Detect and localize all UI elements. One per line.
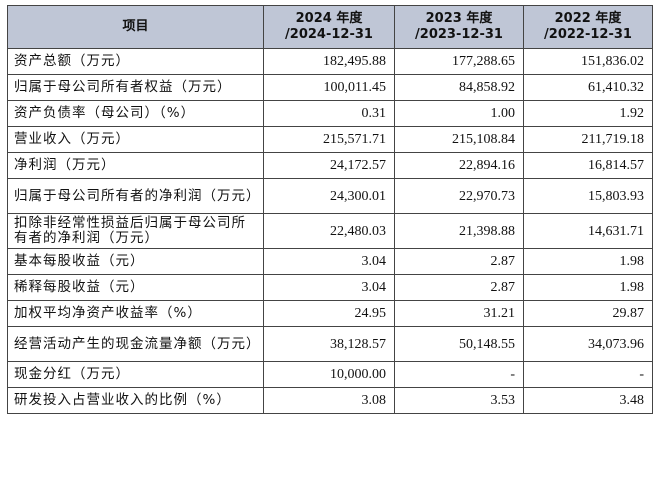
cell-2023: 21,398.88 — [394, 213, 524, 249]
cell-2022: 34,073.96 — [523, 326, 653, 362]
cell-2024: 24.95 — [263, 300, 395, 327]
cell-2024: 3.08 — [263, 387, 395, 414]
row-label: 资产负债率（母公司）（%） — [7, 100, 264, 127]
cell-2024: 3.04 — [263, 248, 395, 275]
header-2022-date: /2022-12-31 — [544, 27, 632, 42]
cell-2023: 2.87 — [394, 274, 524, 301]
cell-2023: 50,148.55 — [394, 326, 524, 362]
table-row: 经营活动产生的现金流量净额（万元） 38,128.57 50,148.55 34… — [7, 326, 653, 362]
cell-2024: 100,011.45 — [263, 74, 395, 101]
header-2024: 2024 年度 /2024-12-31 — [263, 5, 395, 49]
table-row: 加权平均净资产收益率（%） 24.95 31.21 29.87 — [7, 300, 653, 327]
cell-2023: 22,894.16 — [394, 152, 524, 179]
table-header: 项目 2024 年度 /2024-12-31 2023 年度 /2023-12-… — [7, 5, 653, 49]
header-row: 项目 2024 年度 /2024-12-31 2023 年度 /2023-12-… — [7, 5, 653, 49]
cell-2024: 10,000.00 — [263, 361, 395, 388]
cell-2022: 16,814.57 — [523, 152, 653, 179]
cell-2024: 182,495.88 — [263, 48, 395, 75]
table-row: 扣除非经常性损益后归属于母公司所有者的净利润（万元） 22,480.03 21,… — [7, 213, 653, 249]
header-item-label: 项目 — [122, 19, 149, 34]
row-label: 加权平均净资产收益率（%） — [7, 300, 264, 327]
cell-2023: 2.87 — [394, 248, 524, 275]
cell-2022: 1.92 — [523, 100, 653, 127]
row-label: 营业收入（万元） — [7, 126, 264, 153]
cell-2024: 215,571.71 — [263, 126, 395, 153]
cell-2024: 24,300.01 — [263, 178, 395, 214]
row-label: 资产总额（万元） — [7, 48, 264, 75]
cell-2022: 1.98 — [523, 248, 653, 275]
financial-summary-table: 项目 2024 年度 /2024-12-31 2023 年度 /2023-12-… — [7, 5, 653, 414]
table-row: 资产总额（万元） 182,495.88 177,288.65 151,836.0… — [7, 48, 653, 75]
header-2024-year: 2024 年度 — [295, 11, 363, 26]
cell-2022: - — [523, 361, 653, 388]
cell-2023: 31.21 — [394, 300, 524, 327]
cell-2022: 29.87 — [523, 300, 653, 327]
table-row: 归属于母公司所有者权益（万元） 100,011.45 84,858.92 61,… — [7, 74, 653, 101]
table-row: 基本每股收益（元） 3.04 2.87 1.98 — [7, 248, 653, 275]
row-label: 归属于母公司所有者的净利润（万元） — [7, 178, 264, 214]
table-row: 资产负债率（母公司）（%） 0.31 1.00 1.92 — [7, 100, 653, 127]
table-row: 稀释每股收益（元） 3.04 2.87 1.98 — [7, 274, 653, 301]
header-2022: 2022 年度 /2022-12-31 — [523, 5, 653, 49]
cell-2022: 3.48 — [523, 387, 653, 414]
cell-2023: 1.00 — [394, 100, 524, 127]
header-2023: 2023 年度 /2023-12-31 — [394, 5, 524, 49]
cell-2024: 24,172.57 — [263, 152, 395, 179]
table-row: 净利润（万元） 24,172.57 22,894.16 16,814.57 — [7, 152, 653, 179]
table-row: 营业收入（万元） 215,571.71 215,108.84 211,719.1… — [7, 126, 653, 153]
cell-2023: 84,858.92 — [394, 74, 524, 101]
row-label: 稀释每股收益（元） — [7, 274, 264, 301]
table-row: 归属于母公司所有者的净利润（万元） 24,300.01 22,970.73 15… — [7, 178, 653, 214]
cell-2022: 211,719.18 — [523, 126, 653, 153]
cell-2022: 61,410.32 — [523, 74, 653, 101]
cell-2022: 15,803.93 — [523, 178, 653, 214]
cell-2023: 22,970.73 — [394, 178, 524, 214]
header-2023-date: /2023-12-31 — [415, 27, 503, 42]
cell-2024: 3.04 — [263, 274, 395, 301]
cell-2024: 0.31 — [263, 100, 395, 127]
financial-table-container: 项目 2024 年度 /2024-12-31 2023 年度 /2023-12-… — [7, 5, 653, 414]
cell-2022: 151,836.02 — [523, 48, 653, 75]
table-body: 资产总额（万元） 182,495.88 177,288.65 151,836.0… — [7, 48, 653, 414]
header-item: 项目 — [7, 5, 264, 49]
cell-2024: 22,480.03 — [263, 213, 395, 249]
row-label: 净利润（万元） — [7, 152, 264, 179]
header-2023-year: 2023 年度 — [425, 11, 493, 26]
cell-2022: 14,631.71 — [523, 213, 653, 249]
cell-2023: - — [394, 361, 524, 388]
row-label: 基本每股收益（元） — [7, 248, 264, 275]
row-label: 经营活动产生的现金流量净额（万元） — [7, 326, 264, 362]
row-label: 现金分红（万元） — [7, 361, 264, 388]
header-2024-date: /2024-12-31 — [285, 27, 373, 42]
header-2022-year: 2022 年度 — [554, 11, 622, 26]
cell-2024: 38,128.57 — [263, 326, 395, 362]
row-label: 研发投入占营业收入的比例（%） — [7, 387, 264, 414]
row-label: 归属于母公司所有者权益（万元） — [7, 74, 264, 101]
cell-2023: 177,288.65 — [394, 48, 524, 75]
row-label: 扣除非经常性损益后归属于母公司所有者的净利润（万元） — [7, 213, 264, 249]
table-row: 现金分红（万元） 10,000.00 - - — [7, 361, 653, 388]
cell-2023: 3.53 — [394, 387, 524, 414]
cell-2022: 1.98 — [523, 274, 653, 301]
cell-2023: 215,108.84 — [394, 126, 524, 153]
table-row: 研发投入占营业收入的比例（%） 3.08 3.53 3.48 — [7, 387, 653, 414]
